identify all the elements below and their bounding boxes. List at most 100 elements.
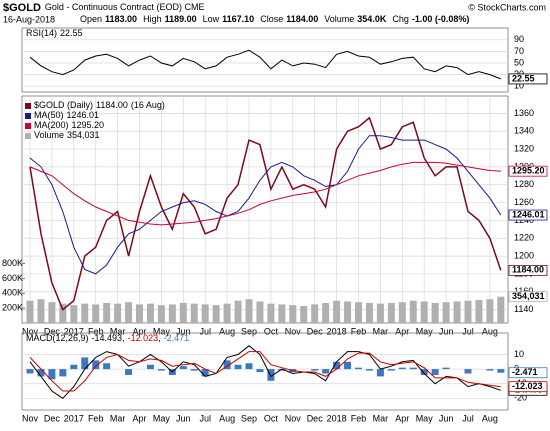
y2-tick-label: 200K — [2, 303, 23, 313]
x-tick-label: Mar — [373, 326, 389, 336]
legend-name: $GOLD (Daily) — [34, 100, 93, 110]
panel-label: MACD(12,26,9) -14.493, -12.023, -2.471 — [26, 333, 189, 343]
bar — [114, 303, 122, 323]
bar — [37, 299, 45, 323]
line — [29, 161, 501, 226]
x-tick-label: Mar — [110, 413, 126, 423]
x-tick-label: Jul — [462, 413, 474, 423]
y-tick-label: 1280 — [514, 179, 534, 189]
bar — [442, 302, 450, 323]
bar — [201, 369, 209, 377]
field-value: -1.00 (-0.08%) — [412, 14, 470, 24]
bar — [355, 367, 362, 370]
panel-label: RSI(14) 22.55 — [26, 28, 83, 38]
bar — [267, 303, 275, 323]
bar — [431, 369, 439, 375]
bar — [48, 369, 56, 380]
line — [29, 116, 502, 311]
x-tick-label: Apr — [132, 413, 146, 423]
bar — [376, 369, 384, 377]
y2-tick-label: 600K — [2, 273, 23, 283]
bar — [92, 360, 100, 370]
y-tick-label: 1340 — [514, 126, 534, 136]
quote-line: Open 1183.00 High 1189.00 Low 1167.10 Close 118… — [80, 14, 469, 24]
bar — [486, 369, 494, 371]
indicator-value: -14.493 — [92, 333, 123, 343]
bar — [70, 364, 78, 370]
bar — [289, 305, 297, 323]
line — [29, 49, 501, 80]
bar — [256, 301, 264, 323]
field-value: 1184.00 — [286, 14, 318, 24]
field-label: High — [143, 14, 162, 24]
y-tick-label: 70 — [514, 46, 524, 56]
value-tag-label: -2.471 — [512, 367, 538, 377]
field-label: Volume — [324, 14, 354, 24]
bar — [278, 304, 286, 323]
legend-swatch — [25, 113, 31, 119]
x-tick-label: May — [153, 326, 171, 336]
x-tick-label: 2017 — [64, 413, 84, 423]
x-tick-label: 2018 — [327, 326, 347, 336]
x-tick-label: Nov — [22, 326, 39, 336]
bar — [431, 302, 439, 323]
bar — [409, 300, 417, 323]
x-tick-label: Feb — [351, 413, 367, 423]
field-label: Low — [203, 14, 220, 24]
x-tick-label: Jun — [176, 326, 191, 336]
x-tick-label: Jun — [439, 413, 454, 423]
bar — [387, 369, 395, 371]
value-tag-label: 22.55 — [512, 73, 535, 83]
x-tick-label: May — [416, 413, 434, 423]
x-tick-label: Nov — [22, 413, 39, 423]
field-label: Chg — [392, 14, 409, 24]
bar — [48, 302, 56, 323]
bar — [223, 360, 231, 370]
legend-name: MA(50) — [34, 110, 64, 120]
value-tag — [508, 165, 548, 177]
y-tick-label: 1200 — [514, 250, 534, 260]
bar — [398, 367, 406, 370]
x-tick-label: Feb — [351, 326, 367, 336]
bar — [26, 300, 34, 323]
legend-entry: MA(200) 1295.20 — [34, 120, 104, 130]
bar — [212, 305, 220, 323]
bar — [365, 369, 373, 371]
bar — [333, 361, 341, 370]
bar — [387, 302, 395, 323]
y-tick-label: 1320 — [514, 143, 534, 153]
bar — [333, 300, 341, 323]
x-tick-label: Dec — [307, 326, 324, 336]
bar — [70, 305, 78, 323]
indicator-value: 22.55 — [60, 28, 83, 38]
x-tick-label: Jul — [462, 326, 474, 336]
y2-tick-label: 400K — [2, 288, 23, 298]
value-tag — [508, 367, 548, 379]
bar — [245, 299, 253, 323]
bar — [453, 301, 461, 323]
x-tick-label: Aug — [219, 413, 235, 423]
field-value: 1167.10 — [222, 14, 254, 24]
legend-name: Volume — [34, 130, 64, 140]
bar — [267, 369, 275, 381]
bar — [168, 304, 176, 323]
x-tick-label: Apr — [395, 413, 409, 423]
panel-frame — [21, 27, 509, 93]
bar — [136, 304, 143, 323]
bar — [201, 304, 209, 323]
bar — [344, 361, 352, 370]
legend-swatch — [25, 123, 31, 129]
y-tick-label: 10 — [514, 81, 524, 91]
y-tick-label: 1220 — [514, 233, 534, 243]
field-value: 1183.00 — [105, 14, 137, 24]
x-tick-label: Feb — [88, 326, 104, 336]
bar — [365, 302, 373, 323]
x-tick-label: Jul — [199, 326, 211, 336]
indicator-value: -12.023 — [128, 333, 159, 343]
legend-value: 1295.20 — [72, 120, 105, 130]
line — [29, 135, 502, 275]
value-tag-label: -12.023 — [512, 381, 543, 391]
bar — [190, 303, 198, 323]
description: Gold - Continuous Contract (EOD) CME — [45, 2, 205, 12]
